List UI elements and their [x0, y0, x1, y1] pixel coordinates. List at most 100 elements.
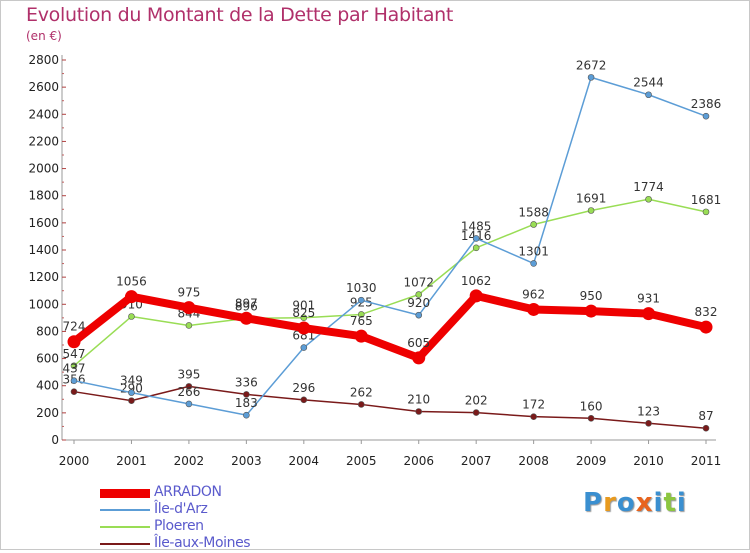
data-label-le-d-arz: 1301	[518, 244, 549, 258]
data-label-le-d-arz: 183	[235, 396, 258, 410]
data-label-le-aux-moines: 262	[350, 385, 373, 399]
unit-label: (en €)	[26, 29, 62, 43]
data-label-arradon: 832	[695, 305, 718, 319]
x-tick-label: 2002	[174, 454, 205, 468]
data-point-ploeren	[415, 291, 423, 298]
data-label-le-d-arz: 437	[63, 362, 86, 376]
data-point-le-d-arz	[530, 260, 537, 267]
data-point-le-aux-moines	[645, 420, 652, 427]
data-point-le-d-arz	[357, 296, 365, 304]
y-tick-label: 2400	[28, 107, 59, 121]
data-label-ploeren: 1774	[633, 180, 664, 194]
data-point-ploeren	[300, 314, 308, 322]
data-label-le-d-arz: 1030	[346, 281, 377, 295]
y-tick-label: 1600	[28, 216, 59, 230]
x-tick-label: 2001	[116, 454, 147, 468]
data-point-le-aux-moines	[300, 396, 308, 404]
data-label-ploeren: 896	[235, 299, 258, 313]
x-tick-label: 2000	[59, 454, 90, 468]
data-point-arradon	[584, 304, 598, 318]
legend-swatch	[100, 509, 150, 511]
data-label-ploeren: 547	[63, 347, 86, 361]
y-tick-label: 2000	[28, 162, 59, 176]
data-label-le-aux-moines: 123	[637, 404, 660, 418]
x-tick-label: 2010	[633, 454, 664, 468]
data-point-ploeren	[530, 221, 537, 228]
x-tick-label: 2007	[461, 454, 492, 468]
data-point-le-aux-moines	[587, 414, 595, 422]
legend-label: Ploeren	[154, 518, 204, 534]
data-label-le-aux-moines: 395	[177, 367, 200, 381]
legend-swatch	[100, 543, 150, 545]
data-label-arradon: 1056	[116, 275, 147, 289]
y-tick-label: 1000	[28, 297, 59, 311]
data-label-arradon: 897	[235, 296, 258, 310]
data-point-arradon	[642, 307, 656, 321]
data-point-le-d-arz	[300, 344, 308, 351]
data-label-arradon: 765	[350, 314, 373, 328]
data-label-arradon: 724	[63, 320, 86, 334]
data-label-le-d-arz: 1485	[461, 219, 492, 233]
x-tick-label: 2004	[289, 454, 320, 468]
data-label-le-aux-moines: 172	[522, 398, 545, 412]
data-label-arradon: 605	[407, 336, 430, 350]
data-point-ploeren	[702, 208, 710, 216]
data-point-le-d-arz	[587, 74, 595, 81]
data-label-le-d-arz: 266	[177, 385, 200, 399]
data-point-le-d-arz	[645, 91, 652, 99]
data-point-le-aux-moines	[70, 388, 78, 395]
series-line-le-d-arz	[73, 76, 707, 416]
y-tick-label: 600	[36, 352, 59, 366]
data-point-le-d-arz	[243, 411, 250, 419]
x-tick-label: 2009	[576, 454, 607, 468]
data-point-ploeren	[70, 362, 78, 370]
data-point-le-aux-moines	[357, 401, 365, 408]
data-label-le-aux-moines: 87	[698, 409, 713, 423]
series-line-ploeren	[73, 198, 707, 367]
y-tick-label: 1200	[28, 270, 59, 284]
data-point-ploeren	[645, 195, 652, 203]
y-tick-label: 1400	[28, 243, 59, 257]
y-tick-label: 0	[51, 433, 59, 447]
data-point-arradon	[412, 351, 426, 365]
data-label-le-d-arz: 920	[407, 296, 430, 310]
data-label-ploeren: 1072	[403, 276, 434, 290]
legend-label: ARRADON	[154, 484, 222, 500]
data-point-ploeren	[472, 244, 480, 252]
data-label-ploeren: 1691	[576, 192, 607, 206]
y-tick-label: 400	[36, 379, 59, 393]
data-point-le-d-arz	[472, 235, 480, 242]
data-point-le-aux-moines	[472, 409, 480, 416]
data-label-ploeren: 1681	[691, 193, 722, 207]
data-point-le-d-arz	[70, 377, 78, 384]
data-point-ploeren	[357, 311, 365, 318]
data-point-le-d-arz	[185, 400, 193, 408]
series-line-arradon	[70, 291, 710, 362]
data-label-ploeren: 1588	[518, 205, 549, 219]
data-point-arradon	[699, 320, 713, 334]
data-label-le-aux-moines: 336	[235, 375, 258, 389]
data-label-arradon: 931	[637, 292, 660, 306]
data-point-le-d-arz	[128, 389, 135, 396]
data-label-arradon: 825	[292, 306, 315, 320]
data-label-le-aux-moines: 160	[580, 399, 603, 413]
legend-label: Île-aux-Moines	[154, 535, 251, 551]
data-label-le-aux-moines: 202	[465, 394, 488, 408]
series-line-le-aux-moines	[73, 385, 707, 429]
data-point-le-d-arz	[702, 112, 710, 120]
data-label-ploeren: 901	[292, 299, 315, 313]
data-point-arradon	[354, 329, 368, 343]
data-point-le-aux-moines	[128, 397, 135, 404]
x-tick-label: 2008	[518, 454, 549, 468]
data-point-le-aux-moines	[415, 408, 423, 415]
data-label-le-d-arz: 2386	[691, 97, 722, 111]
data-point-le-aux-moines	[530, 413, 537, 420]
data-label-le-d-arz: 2544	[633, 76, 664, 90]
y-tick-label: 200	[36, 406, 59, 420]
proxiti-logo: Proxiti	[583, 488, 687, 518]
data-label-le-aux-moines: 210	[407, 393, 430, 407]
x-tick-label: 2011	[691, 454, 722, 468]
data-point-ploeren	[185, 322, 193, 329]
line-chart: 0 200 400 600 800 1000 1200 1400 1600 1800 2000 220…	[28, 53, 722, 468]
legend-swatch	[100, 488, 150, 498]
